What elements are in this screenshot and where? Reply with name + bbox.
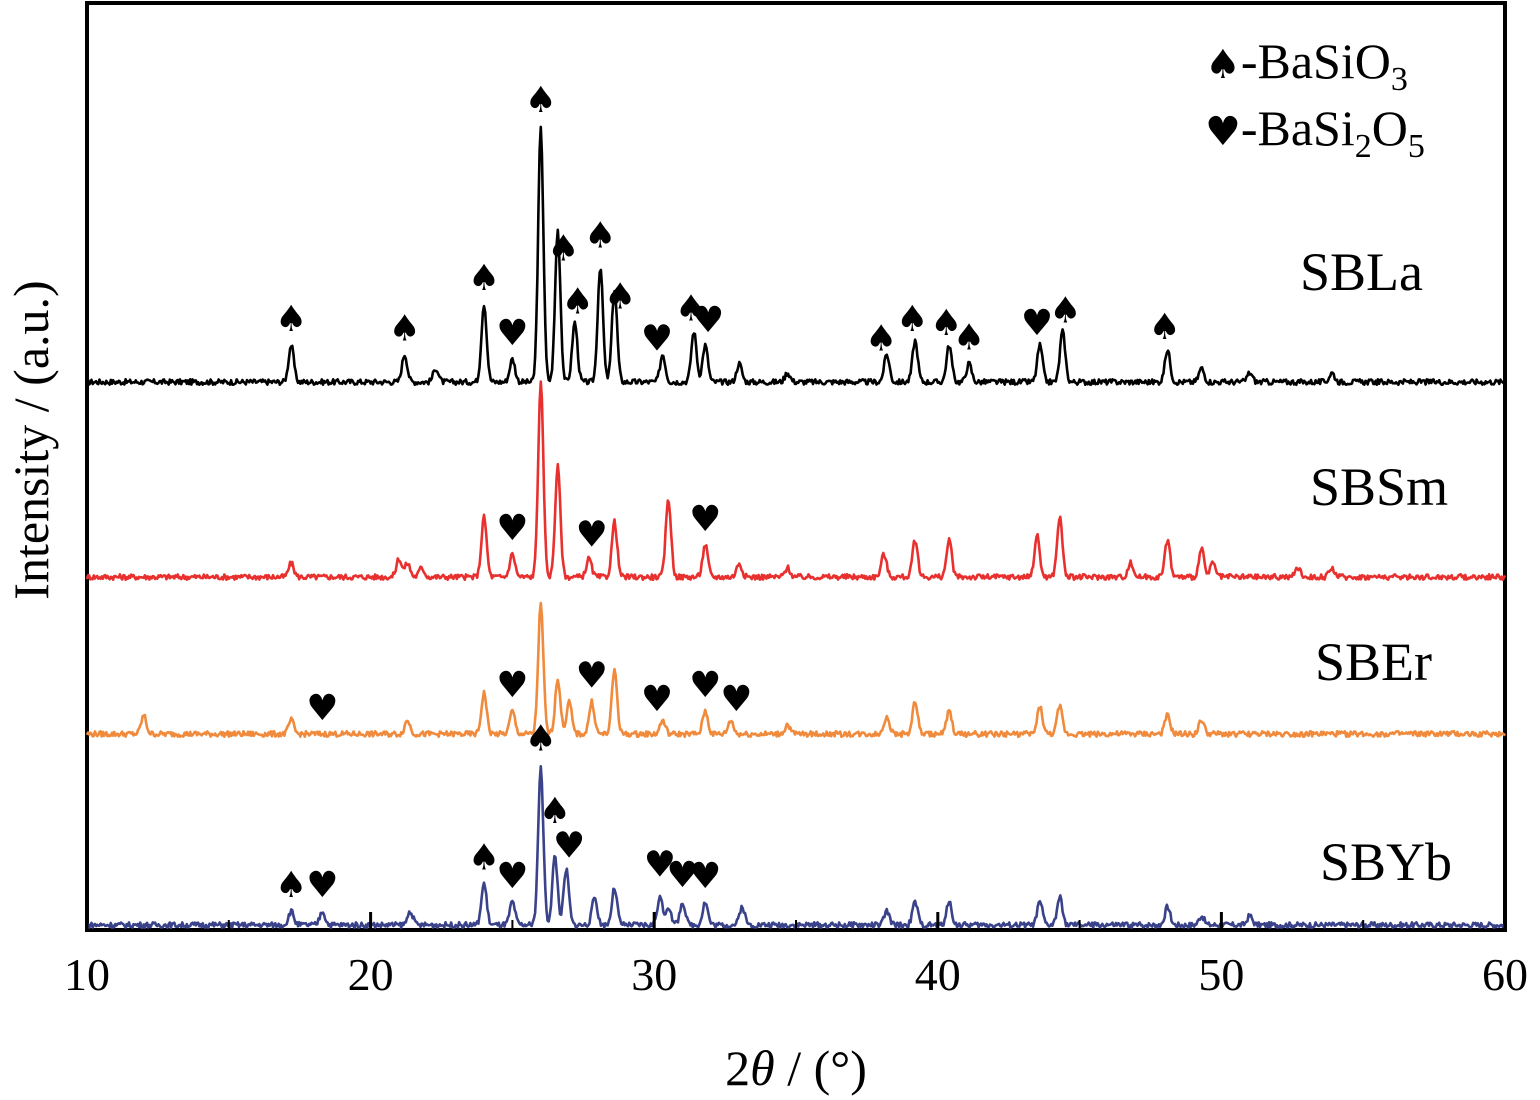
heart-icon: ♥ (1205, 109, 1241, 155)
legend-entry-basio3: ♠-BaSiO3 (1205, 33, 1408, 98)
spade-marker: ♠ (275, 299, 307, 340)
spade-marker: ♠ (865, 318, 897, 359)
heart-marker: ♥ (692, 300, 724, 341)
spade-marker: ♠ (1049, 291, 1081, 332)
legend-basi2o5-prefix: -BaSi (1241, 100, 1355, 156)
spade-marker: ♠ (604, 277, 636, 318)
heart-marker: ♥ (553, 825, 585, 866)
spade-marker: ♠ (930, 303, 962, 344)
spade-marker: ♠ (525, 80, 557, 121)
heart-marker: ♥ (496, 508, 528, 549)
series-label-sber: SBEr (1315, 632, 1432, 692)
legend-basi2o5-sub2: 5 (1408, 128, 1425, 165)
x-axis-label-symbol: θ (750, 1040, 775, 1096)
spade-marker: ♠ (525, 718, 557, 759)
heart-marker: ♥ (641, 679, 673, 720)
spade-marker: ♠ (547, 228, 579, 269)
heart-marker: ♥ (496, 856, 528, 897)
heart-marker: ♥ (641, 318, 673, 359)
spade-marker: ♠ (584, 215, 616, 256)
spade-marker: ♠ (275, 865, 307, 906)
legend-entry-basi2o5: ♥-BaSi2O5 (1205, 100, 1425, 165)
legend-basi2o5-sub1: 2 (1355, 128, 1372, 165)
heart-marker: ♥ (689, 499, 721, 540)
heart-marker: ♥ (666, 855, 698, 896)
x-tick-label: 20 (348, 949, 394, 1000)
x-axis-label-prefix: 2 (725, 1040, 750, 1096)
spade-marker: ♠ (468, 838, 500, 879)
y-axis-label: Intensity / (a.u.) (3, 280, 59, 599)
x-axis-label-suffix: / (°) (775, 1040, 867, 1096)
x-tick-label: 40 (915, 949, 961, 1000)
spade-marker: ♠ (468, 258, 500, 299)
heart-marker: ♥ (306, 865, 338, 906)
x-axis-label: 2θ / (°) (725, 1040, 867, 1096)
spade-marker: ♠ (1149, 307, 1181, 348)
x-axis-ticks: 10 20 30 40 50 60 (64, 912, 1528, 1000)
heart-marker: ♥ (644, 845, 676, 886)
heart-marker: ♥ (496, 313, 528, 354)
legend-basio3-sub: 3 (1391, 61, 1408, 98)
series-line-sbsm (85, 380, 1507, 582)
heart-marker: ♥ (1021, 303, 1053, 344)
series-label-sbyb: SBYb (1320, 832, 1452, 892)
heart-marker: ♥ (496, 665, 528, 706)
heart-marker: ♥ (306, 688, 338, 729)
heart-marker: ♥ (576, 656, 608, 697)
series-label-sbla: SBLa (1300, 242, 1423, 302)
x-tick-label: 10 (64, 949, 110, 1000)
heart-marker: ♥ (689, 665, 721, 706)
series-line-sber (85, 601, 1507, 739)
series-line-sbla (86, 125, 1506, 386)
legend: ♠-BaSiO3 ♥-BaSi2O5 (1205, 33, 1425, 165)
x-tick-label: 30 (631, 949, 677, 1000)
x-tick-label: 50 (1198, 949, 1244, 1000)
heart-marker: ♥ (720, 679, 752, 720)
spade-marker: ♠ (896, 299, 928, 340)
heart-marker: ♥ (689, 856, 721, 897)
spade-marker: ♠ (675, 288, 707, 329)
spade-marker: ♠ (539, 791, 571, 832)
x-tick-label: 60 (1482, 949, 1528, 1000)
series-layer (85, 125, 1507, 930)
spade-marker: ♠ (561, 282, 593, 323)
legend-basio3-prefix: -BaSiO (1241, 33, 1391, 89)
spade-icon: ♠ (1205, 42, 1241, 88)
spade-marker: ♠ (953, 317, 985, 358)
spade-marker: ♠ (388, 308, 420, 349)
series-label-sbsm: SBSm (1310, 457, 1448, 517)
legend-basi2o5-mid: O (1372, 100, 1408, 156)
heart-marker: ♥ (576, 514, 608, 555)
marker-layer: ♠ ♠♠♥♠♠♠♠♠♥♠♥ ♠♠ ♠♠ ♥♠ ♠♥ ♥ ♥♥♥ ♥♥ ♥♥♠♥♠♥♠♠♥ ♥♥♥ (275, 80, 1181, 906)
